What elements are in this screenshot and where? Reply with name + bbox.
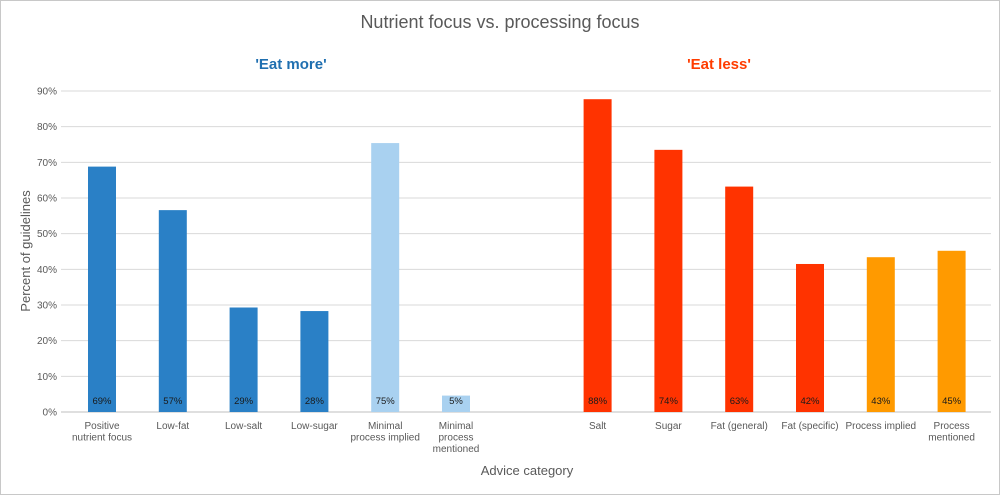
bar bbox=[725, 186, 754, 412]
data-label: 29% bbox=[234, 396, 254, 407]
bar bbox=[442, 395, 470, 412]
data-label: 63% bbox=[730, 396, 750, 407]
data-label: 88% bbox=[588, 396, 608, 407]
y-axis-ticks: 0% 10% 20% 30% 40% 50% 60% 70% 80% 90% bbox=[37, 87, 57, 419]
category-label: Low-fat bbox=[156, 421, 189, 432]
x-axis-categories: Positive nutrient focus Low-fat Low-salt Low… bbox=[72, 421, 975, 455]
x-axis-title: Advice category bbox=[481, 463, 574, 478]
data-labels: 69% 57% 29% 28% 75% 5% 88% 74% 63% 42% 43% 45% bbox=[92, 396, 961, 407]
bar bbox=[88, 166, 116, 412]
category-label: Process mentioned bbox=[928, 421, 975, 444]
category-label: Low-salt bbox=[225, 421, 262, 432]
y-axis-title: Percent of guidelines bbox=[18, 190, 33, 312]
group-label-eat-less: 'Eat less' bbox=[687, 56, 751, 73]
category-label: Salt bbox=[589, 421, 606, 432]
y-tick-label: 40% bbox=[37, 265, 57, 276]
data-label: 42% bbox=[800, 396, 820, 407]
y-tick-label: 70% bbox=[37, 158, 57, 169]
y-tick-label: 60% bbox=[37, 194, 57, 205]
data-label: 57% bbox=[163, 396, 183, 407]
bar bbox=[654, 149, 683, 412]
data-label: 28% bbox=[305, 396, 325, 407]
category-label: Low-sugar bbox=[291, 421, 338, 432]
y-tick-label: 90% bbox=[37, 87, 57, 98]
bars bbox=[88, 99, 966, 412]
bar bbox=[371, 143, 400, 412]
y-tick-label: 20% bbox=[37, 336, 57, 347]
chart-title: Nutrient focus vs. processing focus bbox=[360, 12, 639, 32]
y-tick-label: 0% bbox=[43, 408, 58, 419]
data-label: 45% bbox=[942, 396, 962, 407]
category-label: Fat (specific) bbox=[781, 421, 838, 432]
category-label: Minimal process mentioned bbox=[433, 421, 480, 455]
category-label: Positive nutrient focus bbox=[72, 421, 132, 444]
data-label: 74% bbox=[659, 396, 679, 407]
bar bbox=[158, 210, 187, 412]
data-label: 43% bbox=[871, 396, 891, 407]
y-tick-label: 80% bbox=[37, 122, 57, 133]
bar bbox=[866, 257, 895, 412]
category-label: Minimal process implied bbox=[350, 421, 419, 444]
data-label: 5% bbox=[449, 396, 463, 407]
gridlines bbox=[61, 90, 991, 413]
category-label: Process implied bbox=[846, 421, 917, 432]
group-label-eat-more: 'Eat more' bbox=[255, 56, 326, 73]
y-tick-label: 50% bbox=[37, 229, 57, 240]
bar bbox=[796, 263, 824, 412]
data-label: 75% bbox=[376, 396, 396, 407]
bar bbox=[300, 311, 329, 412]
bar bbox=[229, 307, 258, 412]
data-label: 69% bbox=[92, 396, 112, 407]
category-label: Fat (general) bbox=[711, 421, 768, 432]
category-label: Sugar bbox=[655, 421, 682, 432]
bar bbox=[583, 99, 612, 412]
y-tick-label: 10% bbox=[37, 372, 57, 383]
y-tick-label: 30% bbox=[37, 301, 57, 312]
bar bbox=[937, 250, 966, 412]
